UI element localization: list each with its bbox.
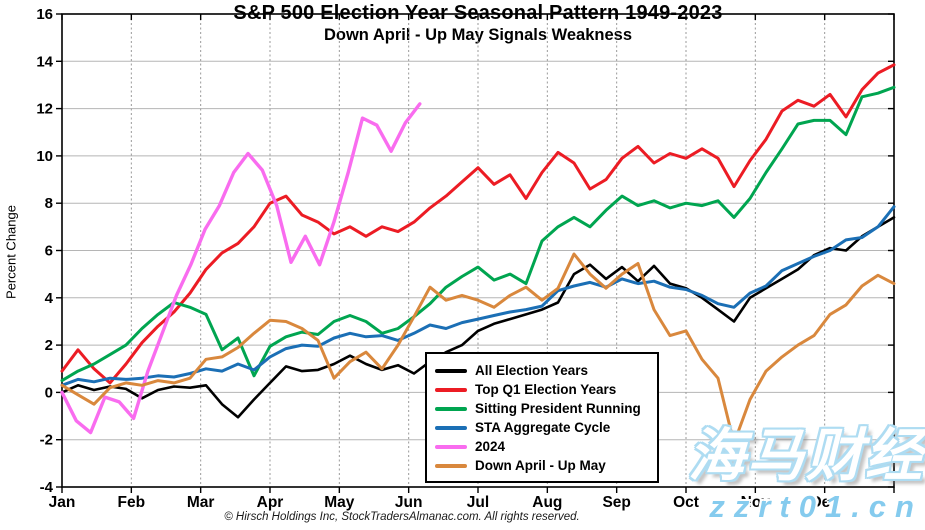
chart-subtitle: Down April - Up May Signals Weakness [323,26,633,44]
svg-text:8: 8 [45,195,53,212]
legend-label: Sitting President Running [475,401,641,416]
svg-text:12: 12 [36,101,53,118]
legend-item: Top Q1 Election Years [435,380,649,399]
copyright-text: © Hirsch Holdings Inc, StockTradersAlman… [224,511,580,523]
svg-text:Oct: Oct [673,494,699,511]
svg-text:6: 6 [45,243,53,260]
svg-text:16: 16 [36,6,53,23]
svg-text:10: 10 [36,148,53,165]
legend-item: All Election Years [435,361,649,380]
legend-item: 2024 [435,437,649,456]
svg-text:Mar: Mar [187,494,215,511]
watermark-brand: 海马财经 [688,424,924,488]
svg-text:Dec: Dec [810,494,839,511]
svg-text:Sep: Sep [602,494,630,511]
legend-label: 2024 [475,439,506,454]
legend-item: Sitting President Running [435,399,649,418]
svg-text:Jun: Jun [395,494,423,511]
svg-text:2: 2 [45,337,53,354]
legend-item: Down April - Up May [435,456,649,475]
legend-label: All Election Years [475,363,589,378]
svg-text:May: May [324,494,355,511]
legend-box: All Election Years Top Q1 Election Years S… [425,352,659,483]
svg-text:Aug: Aug [532,494,562,511]
svg-text:-4: -4 [40,479,54,496]
svg-text:14: 14 [36,53,53,70]
svg-text:Apr: Apr [257,494,284,511]
svg-text:Feb: Feb [118,494,146,511]
svg-text:Jan: Jan [49,494,76,511]
chart-title: S&P 500 Election Year Seasonal Pattern 1… [233,2,723,24]
legend-label: STA Aggregate Cycle [475,420,611,435]
legend-line-swatch [435,425,467,430]
svg-text:Jul: Jul [467,494,489,511]
legend-line-swatch [435,368,467,373]
svg-text:4: 4 [45,290,54,307]
legend-line-swatch [435,444,467,449]
legend-label: Top Q1 Election Years [475,382,617,397]
watermark-url: zzrt01.cn [709,489,923,524]
svg-text:0: 0 [45,384,53,401]
legend-line-swatch [435,387,467,392]
svg-text:Nov: Nov [741,494,771,511]
legend-line-swatch [435,463,467,468]
legend-label: Down April - Up May [475,458,606,473]
legend-line-swatch [435,406,467,411]
legend-item: STA Aggregate Cycle [435,418,649,437]
svg-text:-2: -2 [40,432,53,449]
